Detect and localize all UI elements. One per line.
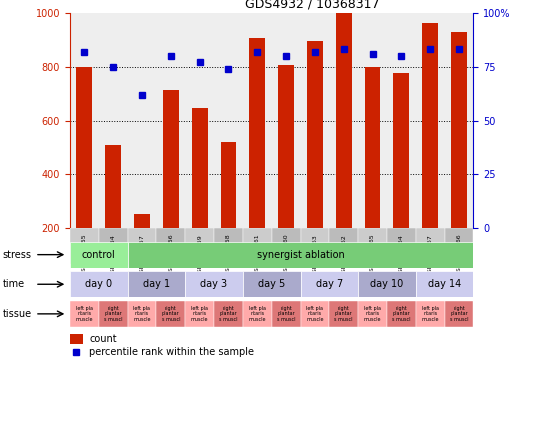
Text: percentile rank within the sample: percentile rank within the sample bbox=[89, 347, 254, 357]
Bar bbox=[70, 228, 99, 264]
Bar bbox=[128, 271, 185, 297]
Text: right
plantar
s muscl: right plantar s muscl bbox=[161, 305, 180, 322]
Bar bbox=[451, 32, 467, 228]
Text: GSM1144760: GSM1144760 bbox=[284, 234, 288, 275]
Bar bbox=[444, 301, 473, 327]
Bar bbox=[301, 301, 329, 327]
Text: GDS4932 / 10368317: GDS4932 / 10368317 bbox=[245, 0, 379, 11]
Bar bbox=[221, 142, 236, 228]
Text: GSM1144765: GSM1144765 bbox=[370, 234, 375, 275]
Text: count: count bbox=[89, 334, 117, 344]
Bar bbox=[185, 301, 214, 327]
Bar bbox=[128, 301, 157, 327]
Bar bbox=[76, 67, 93, 228]
Bar bbox=[365, 67, 380, 228]
Text: right
plantar
s muscl: right plantar s muscl bbox=[392, 305, 410, 322]
Text: day 10: day 10 bbox=[370, 279, 404, 289]
Bar bbox=[358, 228, 387, 264]
Text: left pla
ntaris
muscle: left pla ntaris muscle bbox=[306, 305, 324, 322]
Bar bbox=[387, 228, 416, 264]
Text: GSM1144754: GSM1144754 bbox=[111, 234, 116, 275]
Bar bbox=[387, 301, 416, 327]
Bar bbox=[416, 271, 473, 297]
Bar bbox=[192, 108, 208, 228]
Bar bbox=[157, 301, 185, 327]
Bar bbox=[214, 228, 243, 264]
Text: left pla
ntaris
muscle: left pla ntaris muscle bbox=[133, 305, 151, 322]
Bar bbox=[134, 214, 150, 228]
Bar bbox=[163, 90, 179, 228]
Text: day 3: day 3 bbox=[201, 279, 228, 289]
Bar bbox=[243, 228, 272, 264]
Bar bbox=[70, 301, 99, 327]
Bar bbox=[99, 301, 128, 327]
Bar bbox=[301, 271, 358, 297]
Bar bbox=[214, 301, 243, 327]
Bar bbox=[444, 228, 473, 264]
Bar bbox=[185, 228, 214, 264]
Text: day 1: day 1 bbox=[143, 279, 170, 289]
Bar bbox=[243, 301, 272, 327]
Bar bbox=[329, 301, 358, 327]
Text: GSM1144758: GSM1144758 bbox=[226, 234, 231, 275]
Bar bbox=[272, 301, 301, 327]
Bar bbox=[416, 301, 444, 327]
Bar bbox=[157, 228, 185, 264]
Text: control: control bbox=[82, 250, 116, 260]
Text: time: time bbox=[3, 279, 25, 289]
Bar bbox=[70, 271, 128, 297]
Bar bbox=[307, 41, 323, 228]
Text: GSM1144764: GSM1144764 bbox=[399, 234, 404, 275]
Bar bbox=[358, 271, 416, 297]
Bar bbox=[416, 228, 444, 264]
Bar bbox=[128, 242, 473, 268]
Text: right
plantar
s muscl: right plantar s muscl bbox=[450, 305, 468, 322]
Text: GSM1144763: GSM1144763 bbox=[313, 234, 317, 275]
Text: day 5: day 5 bbox=[258, 279, 285, 289]
Bar bbox=[272, 228, 301, 264]
Text: right
plantar
s muscl: right plantar s muscl bbox=[104, 305, 123, 322]
Text: synergist ablation: synergist ablation bbox=[257, 250, 344, 260]
Bar bbox=[301, 228, 329, 264]
Text: GSM1144761: GSM1144761 bbox=[255, 234, 260, 275]
Bar bbox=[99, 228, 128, 264]
Text: day 0: day 0 bbox=[85, 279, 112, 289]
Text: GSM1144767: GSM1144767 bbox=[428, 234, 433, 275]
Text: right
plantar
s muscl: right plantar s muscl bbox=[277, 305, 295, 322]
Bar bbox=[422, 23, 438, 228]
Text: GSM1144755: GSM1144755 bbox=[82, 234, 87, 275]
Bar bbox=[105, 145, 121, 228]
Text: left pla
ntaris
muscle: left pla ntaris muscle bbox=[191, 305, 208, 322]
Text: GSM1144766: GSM1144766 bbox=[457, 234, 462, 275]
Bar bbox=[185, 271, 243, 297]
Text: left pla
ntaris
muscle: left pla ntaris muscle bbox=[421, 305, 439, 322]
Text: stress: stress bbox=[3, 250, 32, 260]
Text: left pla
ntaris
muscle: left pla ntaris muscle bbox=[364, 305, 381, 322]
Text: right
plantar
s muscl: right plantar s muscl bbox=[219, 305, 238, 322]
Bar bbox=[128, 228, 157, 264]
Text: tissue: tissue bbox=[3, 309, 32, 319]
Text: left pla
ntaris
muscle: left pla ntaris muscle bbox=[249, 305, 266, 322]
Text: GSM1144759: GSM1144759 bbox=[197, 234, 202, 275]
Text: GSM1144756: GSM1144756 bbox=[168, 234, 173, 275]
Bar bbox=[249, 38, 265, 228]
Text: day 14: day 14 bbox=[428, 279, 461, 289]
Bar bbox=[70, 334, 83, 343]
Bar bbox=[393, 73, 409, 228]
Bar bbox=[358, 301, 387, 327]
Text: day 7: day 7 bbox=[316, 279, 343, 289]
Text: left pla
ntaris
muscle: left pla ntaris muscle bbox=[76, 305, 93, 322]
Bar bbox=[329, 228, 358, 264]
Bar bbox=[336, 13, 352, 228]
Text: GSM1144762: GSM1144762 bbox=[341, 234, 346, 275]
Bar bbox=[278, 65, 294, 228]
Bar bbox=[243, 271, 301, 297]
Text: right
plantar
s muscl: right plantar s muscl bbox=[335, 305, 353, 322]
Bar bbox=[70, 242, 128, 268]
Text: GSM1144757: GSM1144757 bbox=[139, 234, 145, 275]
